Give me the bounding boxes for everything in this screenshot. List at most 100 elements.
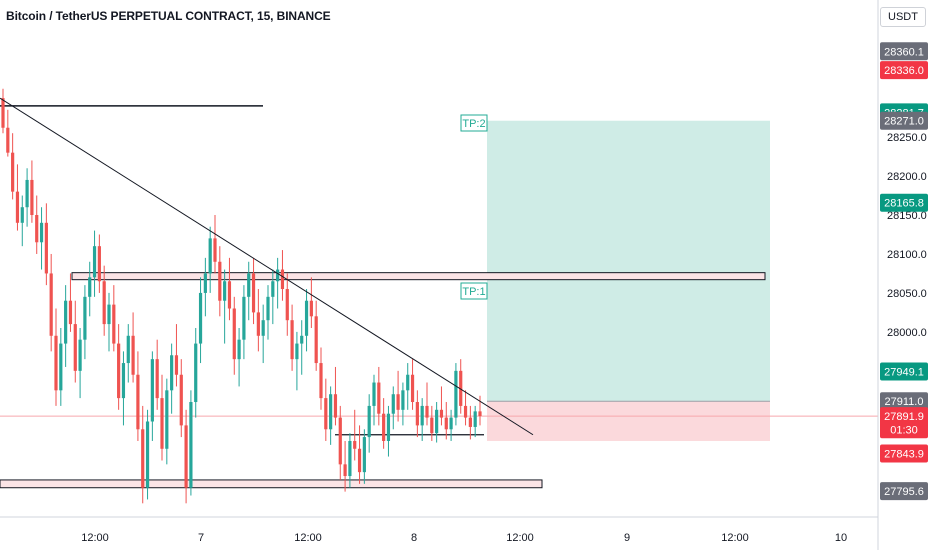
candle-body xyxy=(406,374,410,391)
candle xyxy=(304,289,309,352)
candle-body xyxy=(415,402,419,426)
candle xyxy=(68,273,73,332)
price-axis[interactable]: 28250.0 28200.0 28150.0 28100.0 28050.0 28000… xyxy=(877,0,928,550)
x-tick-label: 12:00 xyxy=(294,532,322,544)
candle xyxy=(131,312,135,383)
candle-body xyxy=(473,411,477,427)
candle xyxy=(314,300,318,371)
candle xyxy=(343,440,347,492)
candle-body xyxy=(174,355,179,375)
drawings: TP:2 TP:1 xyxy=(0,97,534,436)
candle xyxy=(242,285,246,360)
candle xyxy=(247,261,251,321)
candle xyxy=(25,168,29,227)
candle xyxy=(357,425,362,484)
candle-body xyxy=(237,339,241,360)
candle xyxy=(208,226,212,293)
candle-body xyxy=(39,222,44,243)
candle-body xyxy=(276,269,280,282)
candle-body xyxy=(112,304,116,344)
candle-body xyxy=(420,405,424,426)
candle xyxy=(165,378,169,465)
y-tick-label: 28000.0 xyxy=(887,327,927,339)
candle-body xyxy=(73,324,77,371)
currency-button[interactable]: USDT xyxy=(880,7,926,27)
candle-body xyxy=(1,98,5,128)
candle-body xyxy=(59,343,63,391)
candle-body xyxy=(35,215,39,243)
candle xyxy=(213,215,217,274)
x-tick-label: 9 xyxy=(624,532,630,544)
candle-body xyxy=(44,222,48,274)
candle xyxy=(251,257,256,325)
x-tick-label: 12:00 xyxy=(721,532,749,544)
candle xyxy=(425,382,429,426)
candle-body xyxy=(227,281,232,309)
candle-body xyxy=(160,398,164,449)
candle-body xyxy=(92,246,97,278)
price-label: 28271.0 xyxy=(880,111,928,130)
candle xyxy=(107,292,111,352)
candle-body xyxy=(439,409,444,418)
candle xyxy=(223,269,227,344)
candle xyxy=(324,378,328,441)
candle xyxy=(6,109,10,157)
candle xyxy=(329,386,333,445)
x-tick-label: 12:00 xyxy=(506,532,534,544)
candle xyxy=(121,351,126,426)
candle xyxy=(319,347,323,410)
candle-body xyxy=(179,374,183,426)
price-label-bg xyxy=(880,362,928,381)
chart-title: Bitcoin / TetherUS PERPETUAL CONTRACT, 1… xyxy=(6,9,331,23)
candle-body xyxy=(20,207,24,223)
candle-body xyxy=(213,238,217,262)
candle-body xyxy=(449,417,453,430)
candle xyxy=(333,366,338,426)
price-label-bg xyxy=(880,111,928,130)
candle xyxy=(59,327,63,406)
y-tick-label: 28200.0 xyxy=(887,171,927,183)
position-zones xyxy=(487,120,770,441)
candle-body xyxy=(271,281,275,297)
candle-body xyxy=(396,394,400,410)
candle xyxy=(459,359,463,414)
candle xyxy=(300,320,304,375)
candle-body xyxy=(362,437,366,473)
candle xyxy=(30,160,34,223)
candle xyxy=(348,433,352,488)
candle xyxy=(160,374,164,461)
price-label-bg xyxy=(880,482,928,501)
candle xyxy=(174,324,179,387)
candle-body xyxy=(425,405,429,418)
candle xyxy=(198,277,203,364)
candle xyxy=(468,405,472,440)
candle-body xyxy=(136,374,140,430)
time-axis[interactable]: 12:00 7 12:00 8 12:00 9 12:00 10 xyxy=(0,516,878,544)
x-tick-label: 12:00 xyxy=(81,532,109,544)
candle xyxy=(150,351,154,441)
trendline xyxy=(0,97,534,436)
candle xyxy=(203,257,207,317)
price-label-text: 01:30 xyxy=(890,424,918,436)
candle xyxy=(145,409,150,500)
tp1-label-box xyxy=(460,282,488,300)
candle xyxy=(280,250,285,301)
candle xyxy=(362,429,366,484)
candle xyxy=(367,394,371,453)
tp1-label: TP:1 xyxy=(460,282,488,300)
take-profit-zone xyxy=(487,120,770,402)
candle-body xyxy=(324,398,328,430)
candle xyxy=(15,164,20,231)
y-tick-label: 28100.0 xyxy=(887,249,927,261)
candle xyxy=(290,304,294,371)
candle xyxy=(97,234,101,293)
candle xyxy=(454,363,458,426)
candle-body xyxy=(126,335,130,364)
price-label-text: 27795.6 xyxy=(884,486,924,498)
candle-body xyxy=(11,152,15,192)
candle xyxy=(353,409,357,461)
candle-body xyxy=(198,292,203,344)
price-label: 01:30 xyxy=(880,420,928,439)
x-tick-label: 8 xyxy=(411,532,417,544)
